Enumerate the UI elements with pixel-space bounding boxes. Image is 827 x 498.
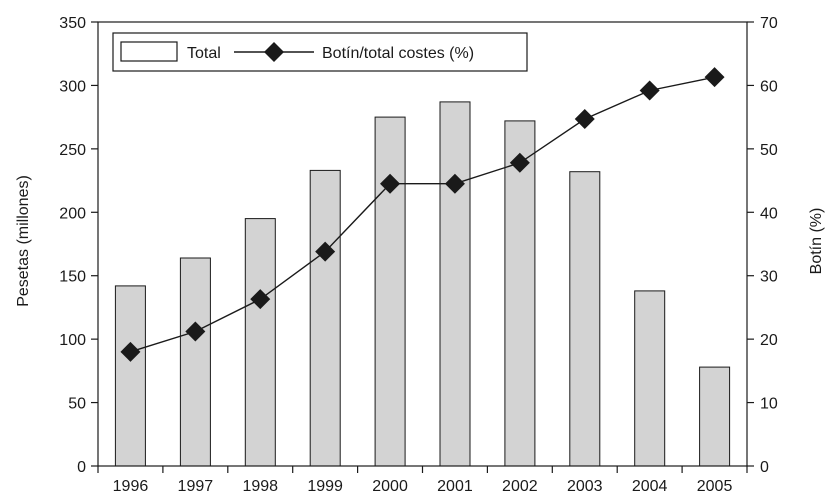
y-tick-label: 300 <box>59 78 86 95</box>
bar-2004 <box>634 290 666 467</box>
y2-tick-label: 0 <box>760 459 769 476</box>
bar-2001 <box>439 101 471 467</box>
bar-2002 <box>504 120 536 467</box>
point-1998 <box>250 289 271 310</box>
y-tick-label: 250 <box>59 142 86 159</box>
axes-layer: 0 50 100 150 200 250 300 350 0 10 20 30 40 50 60 70 1996… <box>59 15 778 495</box>
bar-1996 <box>114 285 146 467</box>
y2-tick-label: 60 <box>760 78 778 95</box>
x-tick-label: 1997 <box>178 478 214 495</box>
point-2004 <box>639 80 660 101</box>
point-2000 <box>380 173 401 194</box>
y2-tick-label: 70 <box>760 15 778 32</box>
y2-tick-label: 10 <box>760 396 778 413</box>
y2-tick-label: 40 <box>760 205 778 222</box>
bar-2000 <box>374 116 406 467</box>
bar-2005 <box>699 366 731 467</box>
point-1997 <box>185 321 206 342</box>
point-2005 <box>704 67 725 88</box>
legend-box <box>112 32 528 72</box>
x-tick-label: 1999 <box>307 478 343 495</box>
legend-line-label: Botín/total costes (%) <box>322 45 474 62</box>
y-tick-label: 350 <box>59 15 86 32</box>
point-2003 <box>574 109 595 130</box>
point-2002 <box>509 152 530 173</box>
y-tick-label: 100 <box>59 332 86 349</box>
y-tick-label: 0 <box>77 459 86 476</box>
legend-bar-label: Total <box>187 45 221 62</box>
legend-diamond-marker <box>264 42 284 62</box>
x-tick-label: 2001 <box>437 478 473 495</box>
y-tick-label: 50 <box>68 396 86 413</box>
bar-1998 <box>244 218 276 467</box>
legend-bar-swatch <box>120 41 178 62</box>
line-series-layer <box>120 67 725 362</box>
point-1996 <box>120 341 141 362</box>
point-2001 <box>444 173 465 194</box>
legend: Total Botín/total costes (%) <box>112 32 528 72</box>
y-tick-label: 200 <box>59 205 86 222</box>
y2-tick-label: 30 <box>760 269 778 286</box>
bar-1999 <box>309 169 341 467</box>
point-1999 <box>315 241 336 262</box>
y-axis-title: Pesetas (millones) <box>15 175 32 307</box>
y2-tick-label: 20 <box>760 332 778 349</box>
series-line <box>130 76 715 353</box>
x-tick-label: 2003 <box>567 478 603 495</box>
y2-tick-label: 50 <box>760 142 778 159</box>
x-tick-label: 2000 <box>372 478 408 495</box>
y2-axis-title: Botín (%) <box>808 208 825 275</box>
x-tick-label: 1996 <box>113 478 149 495</box>
x-tick-label: 2005 <box>697 478 733 495</box>
x-tick-label: 1998 <box>242 478 278 495</box>
bar-1997 <box>179 257 211 467</box>
y-tick-label: 150 <box>59 269 86 286</box>
bars-layer <box>114 101 731 467</box>
bar-2003 <box>569 171 601 467</box>
x-tick-label: 2004 <box>632 478 668 495</box>
x-tick-label: 2002 <box>502 478 538 495</box>
